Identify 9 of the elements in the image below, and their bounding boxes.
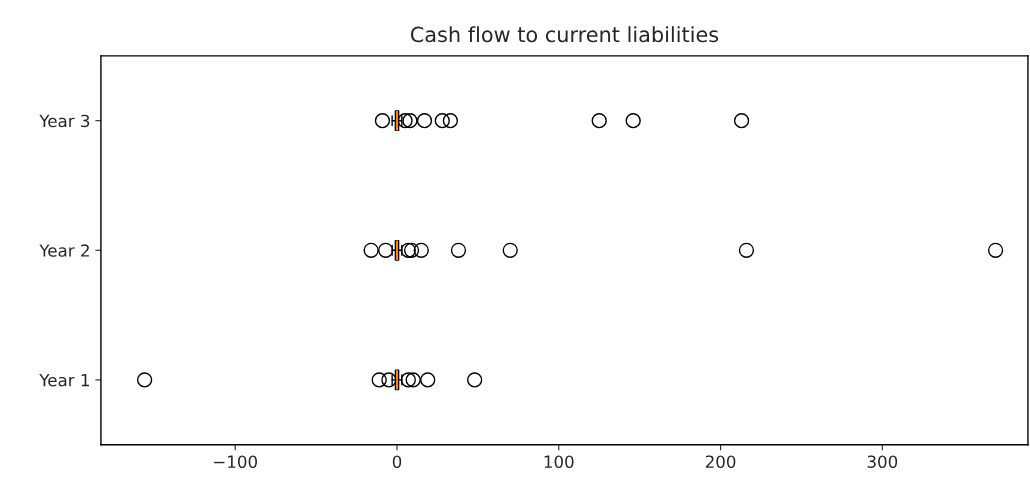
x-tick-label: −100 [214, 455, 257, 469]
x-tick-label: 300 [867, 455, 898, 469]
y-tick-label: Year 1 [39, 374, 89, 387]
chart-title: Cash flow to current liabilities [410, 26, 719, 43]
x-tick-label: 200 [705, 455, 736, 469]
y-tick-label: Year 3 [39, 114, 90, 128]
x-tick-label: 100 [544, 455, 574, 469]
y-tick-label: Year 2 [39, 244, 89, 257]
x-tick-label: 0 [392, 455, 402, 469]
